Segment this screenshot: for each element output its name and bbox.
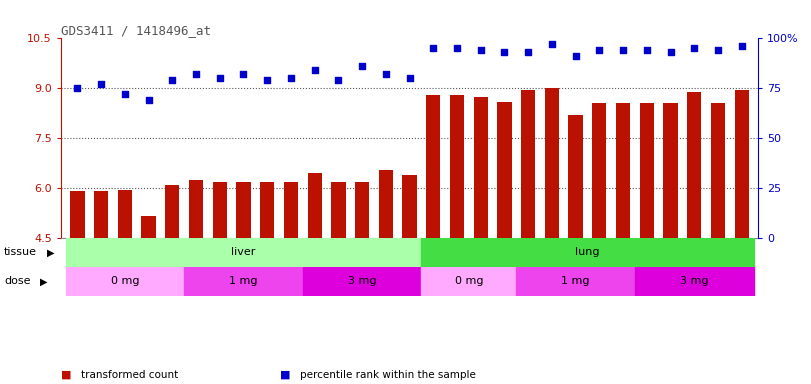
Bar (303, 267, 422, 296)
Text: 0 mg: 0 mg (455, 276, 483, 286)
Point (451, 45, 464, 51)
Point (711, 47, 724, 53)
Text: ▶: ▶ (47, 247, 54, 258)
Bar (426, 95, 440, 238)
Text: percentile rank within the sample: percentile rank within the sample (300, 370, 476, 380)
Point (260, 77, 273, 83)
Bar (710, 103, 725, 238)
Bar (94, 192, 109, 238)
Text: 0 mg: 0 mg (110, 276, 139, 286)
Bar (331, 182, 345, 238)
Point (95, 81, 108, 88)
Bar (379, 170, 393, 238)
Text: ■: ■ (280, 370, 290, 380)
Point (521, 49, 534, 55)
Bar (635, 267, 753, 296)
Point (190, 71, 203, 78)
Bar (284, 182, 298, 238)
Point (332, 77, 345, 83)
Bar (118, 190, 132, 238)
Point (593, 47, 606, 53)
Bar (640, 103, 654, 238)
Text: tissue: tissue (4, 247, 37, 258)
Text: transformed count: transformed count (81, 370, 178, 380)
Bar (355, 182, 369, 238)
Bar (545, 88, 559, 238)
Bar (307, 173, 322, 238)
Point (641, 47, 654, 53)
Point (71, 85, 84, 91)
Bar (521, 90, 535, 238)
Point (546, 41, 559, 48)
Point (427, 45, 440, 51)
Text: dose: dose (4, 276, 31, 286)
Bar (236, 182, 251, 238)
Point (569, 53, 582, 60)
Point (308, 67, 321, 73)
Point (355, 63, 368, 70)
Bar (592, 103, 607, 238)
Text: 3 mg: 3 mg (680, 276, 709, 286)
Bar (66, 238, 422, 267)
Bar (517, 267, 635, 296)
Bar (66, 267, 184, 296)
Point (403, 75, 416, 81)
Bar (474, 97, 488, 238)
Bar (189, 180, 204, 238)
Bar (663, 103, 678, 238)
Bar (141, 217, 156, 238)
Point (664, 49, 677, 55)
Point (736, 43, 749, 50)
Point (165, 77, 178, 83)
Bar (260, 182, 274, 238)
Bar (497, 102, 512, 238)
Point (688, 45, 701, 51)
Text: lung: lung (575, 247, 599, 258)
Text: GDS3411 / 1418496_at: GDS3411 / 1418496_at (61, 24, 211, 37)
Point (285, 75, 298, 81)
Bar (569, 115, 583, 238)
Bar (616, 103, 630, 238)
Bar (212, 182, 227, 238)
Point (380, 71, 393, 78)
Bar (422, 267, 517, 296)
Bar (402, 175, 417, 238)
Point (118, 91, 131, 98)
Point (498, 49, 511, 55)
Bar (687, 92, 702, 238)
Text: 3 mg: 3 mg (348, 276, 376, 286)
Bar (735, 90, 749, 238)
Bar (165, 185, 179, 238)
Point (616, 47, 629, 53)
Point (142, 97, 155, 103)
Bar (71, 192, 84, 238)
Text: ▶: ▶ (40, 276, 47, 286)
Bar (450, 95, 464, 238)
Text: 1 mg: 1 mg (230, 276, 258, 286)
Text: 1 mg: 1 mg (561, 276, 590, 286)
Point (237, 71, 250, 78)
Point (213, 75, 226, 81)
Bar (184, 267, 303, 296)
Bar (422, 238, 753, 267)
Text: ■: ■ (61, 370, 71, 380)
Point (474, 47, 487, 53)
Text: liver: liver (231, 247, 255, 258)
